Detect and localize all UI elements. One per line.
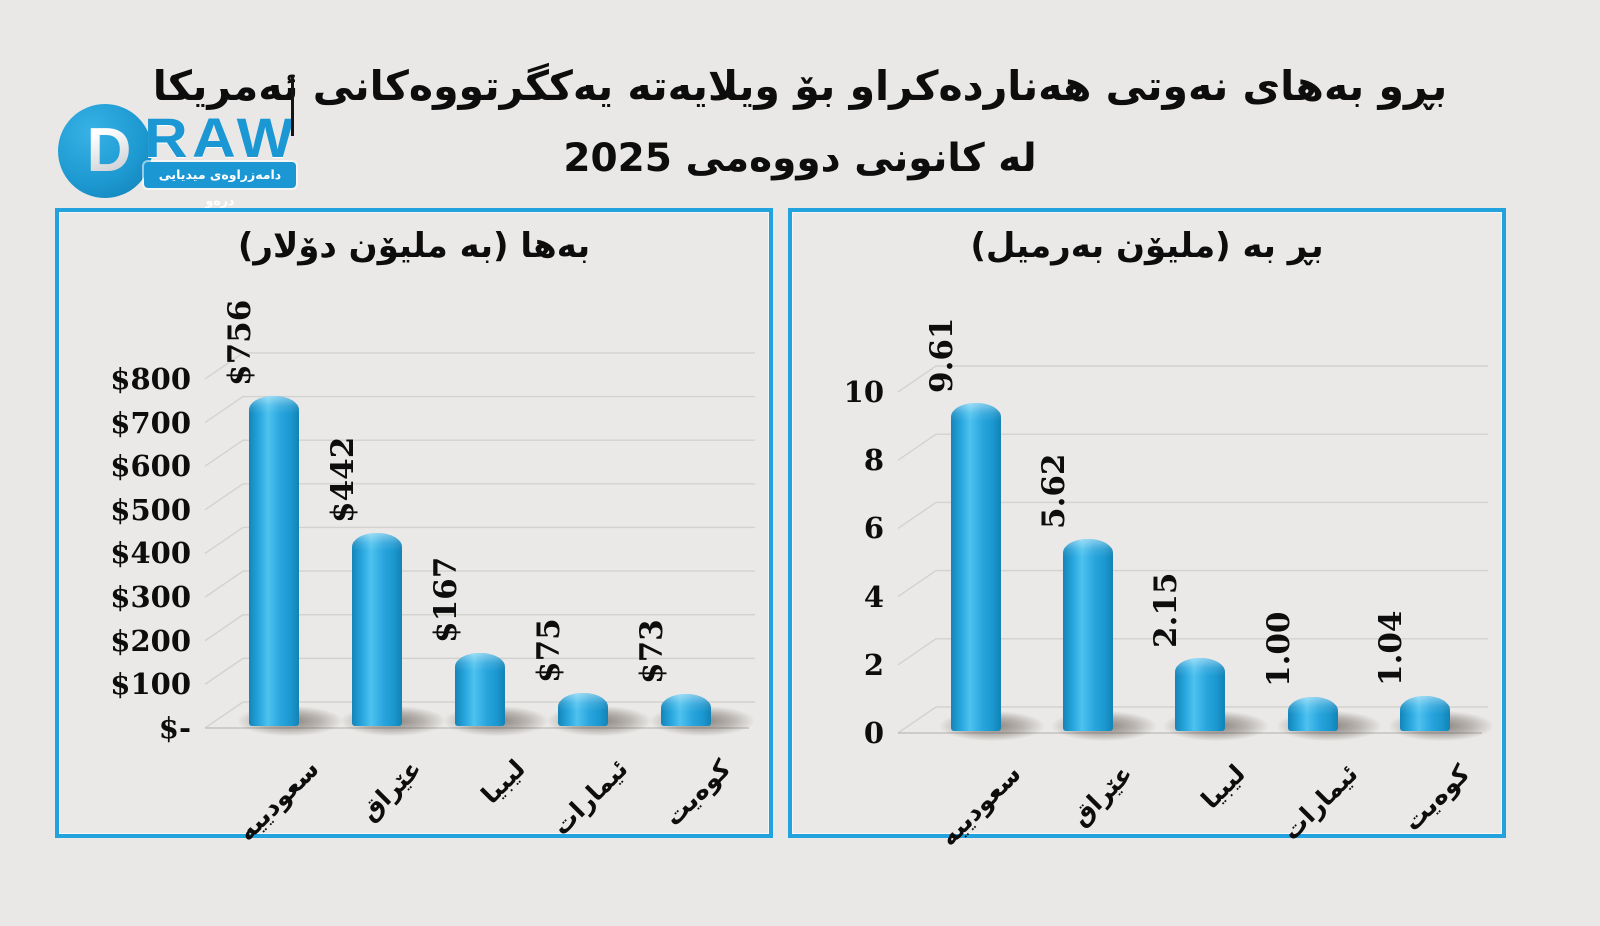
y-axis-tick-label: 10 <box>843 375 884 409</box>
bar-top-cap <box>1063 539 1113 558</box>
page-title-line1: بڕو بەهای نەوتی هەناردەکراو بۆ ویلایەتە … <box>152 62 1448 110</box>
bar-2 <box>455 653 505 726</box>
y-axis-tick-label: $- <box>158 711 191 745</box>
gridline <box>204 526 755 555</box>
bar-4 <box>661 694 711 726</box>
bar-value-label: 1.04 <box>1373 610 1409 686</box>
value-chart-plot: $800 $700 $600 $500 $400 $300 $200 $100 $- $756 سع… <box>59 212 769 847</box>
y-axis-tick-label: 8 <box>863 443 884 478</box>
value-chart-title: بەها (بە ملیۆن دۆلار) <box>237 226 591 266</box>
gridlines <box>897 365 1488 734</box>
bar-top-cap <box>352 533 402 552</box>
gridline <box>897 433 1488 461</box>
y-axis-tick-label: $300 <box>110 580 191 615</box>
logo-raw-text: RAW <box>144 106 299 169</box>
y-axis-tick-label: 6 <box>863 511 884 546</box>
bar-1 <box>1063 539 1113 731</box>
bar-value-label: 2.15 <box>1148 572 1184 648</box>
gridline <box>204 439 755 467</box>
gridline <box>204 570 755 598</box>
bar-2 <box>1175 657 1225 731</box>
y-axis-tick-label: 2 <box>863 647 884 682</box>
volume-chart-panel: 10 8 6 4 2 0 9.61 سعودییە 5.62 عێراق 2.15 لیبیا 1.00… <box>788 208 1506 852</box>
y-axis-tick-label: $700 <box>110 405 191 440</box>
bar-3 <box>558 693 608 726</box>
bar-top-cap <box>661 694 711 713</box>
bar-value-label: $442 <box>325 436 361 524</box>
y-axis-tick-label: $200 <box>110 623 191 658</box>
text-caret <box>291 76 294 136</box>
bar-0 <box>951 403 1001 731</box>
bar-4 <box>1400 695 1450 731</box>
bar-top-cap <box>558 693 608 712</box>
y-axis-tick-label: 4 <box>863 579 884 614</box>
bar-value-label: $73 <box>634 619 670 685</box>
y-axis-tick-label: $800 <box>110 361 191 396</box>
gridline <box>897 638 1488 666</box>
y-axis-tick-label: $400 <box>110 536 191 571</box>
bar-top-cap <box>249 396 299 415</box>
bar-value-label: 9.61 <box>924 317 960 394</box>
logo-letter-d: D <box>87 104 132 198</box>
page-title-line2: لە کانونی دووەمی 2025 <box>563 136 1037 181</box>
bar-value-label: 5.62 <box>1036 453 1072 530</box>
bar-1 <box>352 533 402 726</box>
bar-value-label: 1.00 <box>1261 611 1297 687</box>
bar-top-cap <box>1288 696 1338 715</box>
bar-top-cap <box>1400 695 1450 714</box>
y-axis-tick-label: $100 <box>110 667 191 702</box>
bar-value-label: $75 <box>531 618 567 684</box>
gridline <box>204 483 755 511</box>
y-axis-tick-label: $500 <box>110 492 191 527</box>
volume-chart-title: بڕ بە (ملیۆن بەرمیل) <box>970 226 1324 266</box>
gridline <box>897 569 1488 598</box>
bar-top-cap <box>455 653 505 672</box>
bar-value-label: $756 <box>222 299 258 387</box>
bar-3 <box>1288 696 1338 731</box>
y-axis-tick-label: 0 <box>863 716 884 750</box>
draw-media-logo: D RAW دامەزراوەی میدیایی درەو <box>58 96 303 208</box>
bar-0 <box>249 396 299 726</box>
value-chart-panel: $800 $700 $600 $500 $400 $300 $200 $100 $- $756 سع… <box>55 208 773 847</box>
gridline <box>204 657 755 685</box>
gridline <box>204 352 755 380</box>
bar-value-label: $167 <box>428 556 464 644</box>
gridline <box>897 501 1488 529</box>
gridline <box>204 395 755 424</box>
gridline <box>204 614 755 642</box>
logo-circle-icon: D <box>58 104 152 198</box>
gridline <box>897 365 1488 393</box>
bar-top-cap <box>951 403 1001 422</box>
y-axis-tick-label: $600 <box>110 449 191 484</box>
bar-top-cap <box>1175 657 1225 676</box>
volume-chart-plot: 10 8 6 4 2 0 9.61 سعودییە 5.62 عێراق 2.15 لیبیا 1.00… <box>792 212 1502 852</box>
logo-banner-text: دامەزراوەی میدیایی درەو <box>144 162 296 208</box>
